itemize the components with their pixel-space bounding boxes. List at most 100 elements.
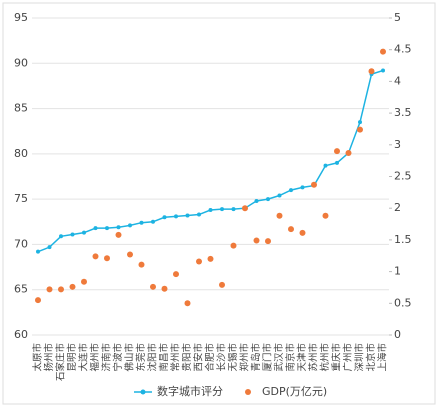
dot xyxy=(69,283,76,290)
y-tick-label: 75 xyxy=(14,192,28,205)
y-tick-label: 90 xyxy=(14,56,28,69)
line-point xyxy=(139,220,144,225)
line-point xyxy=(59,234,63,239)
x-tick-label: 东莞市 xyxy=(135,343,147,372)
x-tick-label: 青岛市 xyxy=(250,343,262,372)
line-point xyxy=(105,226,109,231)
y-tick-label: 60 xyxy=(14,328,28,341)
dot xyxy=(35,297,41,304)
line-point xyxy=(93,226,98,231)
y2-tick-label: 1 xyxy=(394,265,401,278)
dot xyxy=(207,255,214,262)
line xyxy=(37,69,384,253)
line-point xyxy=(174,214,178,219)
x-tick-label: 佛山市 xyxy=(124,343,136,372)
line-point xyxy=(151,219,155,224)
x-tick-label: 无锡市 xyxy=(227,343,239,372)
legend-marker xyxy=(140,389,146,395)
frame xyxy=(2,2,436,405)
y2-tick-label: 2.5 xyxy=(394,170,412,183)
line-point xyxy=(381,68,385,73)
dot xyxy=(242,205,248,212)
line-point xyxy=(47,245,52,250)
dot xyxy=(299,229,306,236)
dot xyxy=(184,300,191,307)
y2-tick-label: 3.5 xyxy=(394,106,412,119)
y2-tick-label: 2 xyxy=(394,201,401,214)
dot xyxy=(81,278,87,285)
y2-tick-label: 4.5 xyxy=(394,43,412,56)
line-point xyxy=(197,212,201,217)
legend-marker xyxy=(245,389,251,395)
line-point xyxy=(116,225,121,230)
y-tick-label: 95 xyxy=(14,11,28,24)
x-tick-label: 常州市 xyxy=(170,343,182,372)
x-tick-label: 南昌市 xyxy=(158,343,170,372)
dot xyxy=(196,258,202,265)
dot xyxy=(127,251,133,258)
dot xyxy=(288,226,294,233)
x-tick-label: 杭州市 xyxy=(319,343,331,372)
x-tick-label: 厦门市 xyxy=(262,343,274,372)
line-point xyxy=(231,207,236,212)
x-tick-label: 沈阳市 xyxy=(147,343,159,372)
line-point xyxy=(254,198,259,203)
line-point xyxy=(82,230,86,235)
dot xyxy=(334,148,340,155)
line-point xyxy=(323,163,328,168)
x-tick-label: 武汉市 xyxy=(273,343,285,372)
dot xyxy=(219,281,225,288)
line-point xyxy=(358,120,362,125)
x-tick-label: 石家庄市 xyxy=(55,343,67,382)
line-point xyxy=(162,215,167,220)
line-point xyxy=(128,223,132,228)
x-tick-label: 北京市 xyxy=(365,343,377,372)
line-point xyxy=(220,207,224,212)
dot xyxy=(173,271,179,278)
line-point xyxy=(36,249,40,254)
y2-tick-label: 4 xyxy=(394,74,401,87)
line-point xyxy=(185,213,190,218)
dot xyxy=(265,238,271,245)
y2-tick-label: 5 xyxy=(394,11,401,24)
y2-tick-label: 0.5 xyxy=(394,296,412,309)
y2-tick-label: 3 xyxy=(394,138,401,151)
dot xyxy=(357,126,363,133)
y2-tick-label: 0 xyxy=(394,328,401,341)
x-tick-label: 深圳市 xyxy=(354,343,366,372)
x-tick-label: 贵阳市 xyxy=(181,343,193,372)
line-point xyxy=(289,188,293,193)
dot xyxy=(345,150,352,157)
x-tick-label: 太原市 xyxy=(32,343,44,372)
line-point xyxy=(277,193,282,198)
dot xyxy=(115,231,122,238)
dot xyxy=(150,283,156,290)
dot xyxy=(230,242,237,249)
dot xyxy=(46,286,53,293)
x-tick-label: 上海市 xyxy=(377,343,389,372)
dot xyxy=(104,255,110,262)
y-tick-label: 80 xyxy=(14,147,28,160)
x-tick-label: 宁波市 xyxy=(112,343,124,372)
dot xyxy=(138,261,145,268)
dot xyxy=(276,212,283,219)
dot xyxy=(322,212,329,219)
line-point xyxy=(208,208,213,213)
y2-tick-label: 1.5 xyxy=(394,233,412,246)
y-tick-label: 70 xyxy=(14,237,28,250)
line-point xyxy=(266,197,270,202)
x-tick-label: 天津市 xyxy=(296,343,308,372)
dot xyxy=(253,237,260,244)
y-tick-label: 65 xyxy=(14,283,28,296)
x-tick-label: 昆明市 xyxy=(66,343,78,372)
line-point xyxy=(70,232,75,237)
line-point xyxy=(300,185,305,190)
x-tick-label: 西安市 xyxy=(193,343,205,372)
x-tick-label: 长沙市 xyxy=(216,343,228,372)
dot xyxy=(161,285,168,292)
y-tick-label: 85 xyxy=(14,102,28,115)
x-tick-label: 广州市 xyxy=(342,343,354,372)
line-point xyxy=(335,160,339,165)
x-tick-label: 苏州市 xyxy=(308,343,320,372)
